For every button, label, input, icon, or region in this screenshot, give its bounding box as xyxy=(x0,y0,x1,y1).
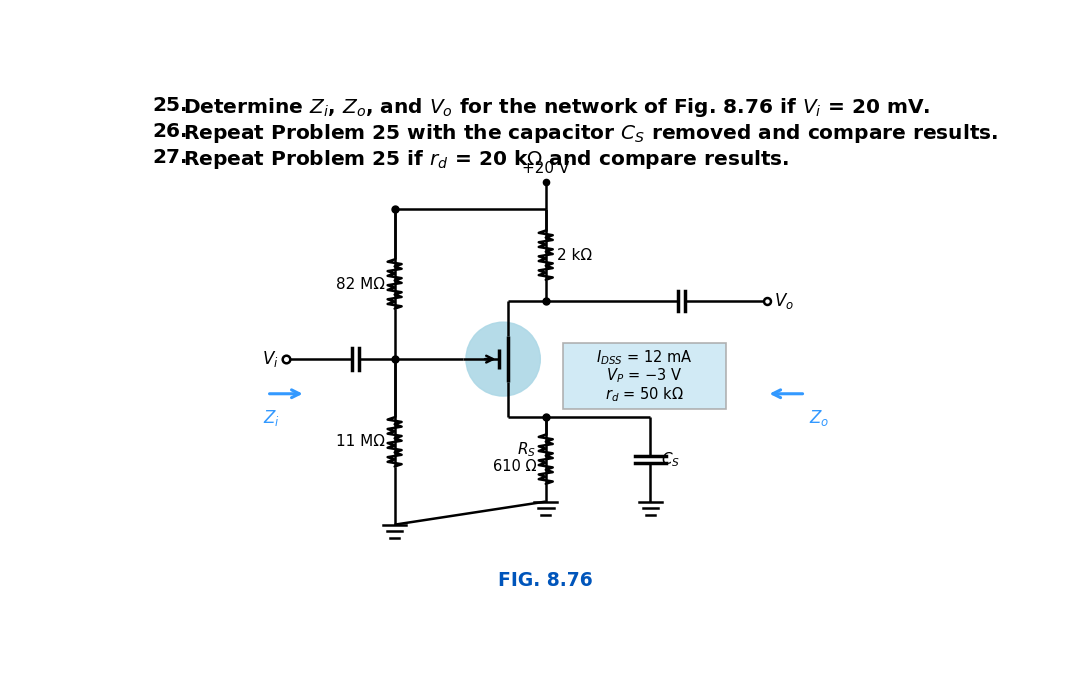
Text: 610 Ω: 610 Ω xyxy=(492,460,537,475)
Text: 82 MΩ: 82 MΩ xyxy=(336,276,386,291)
Text: $I_{DSS}$ = 12 mA: $I_{DSS}$ = 12 mA xyxy=(596,348,693,367)
Text: +20 V: +20 V xyxy=(522,161,569,176)
Text: $Z_o$: $Z_o$ xyxy=(809,408,829,428)
Text: $C_S$: $C_S$ xyxy=(661,450,680,469)
Text: FIG. 8.76: FIG. 8.76 xyxy=(498,571,593,590)
Text: 11 MΩ: 11 MΩ xyxy=(336,434,386,449)
Text: Repeat Problem 25 with the capacitor $C_S$ removed and compare results.: Repeat Problem 25 with the capacitor $C_… xyxy=(183,122,998,145)
Text: 25.: 25. xyxy=(152,96,188,115)
Text: 26.: 26. xyxy=(152,122,188,141)
Text: 2 kΩ: 2 kΩ xyxy=(556,247,592,263)
Text: $R_S$: $R_S$ xyxy=(517,441,537,460)
Text: $r_d$ = 50 k$\Omega$: $r_d$ = 50 k$\Omega$ xyxy=(605,385,684,404)
Text: Repeat Problem 25 if $r_d$ = 20 k$\Omega$ and compare results.: Repeat Problem 25 if $r_d$ = 20 k$\Omega… xyxy=(183,148,789,171)
FancyBboxPatch shape xyxy=(563,343,727,409)
Text: $Z_i$: $Z_i$ xyxy=(262,408,280,428)
Text: $V_o$: $V_o$ xyxy=(774,291,794,311)
Circle shape xyxy=(465,322,540,396)
Text: $V_i$: $V_i$ xyxy=(261,349,279,369)
Text: 27.: 27. xyxy=(152,148,188,167)
Text: Determine $Z_i$, $Z_o$, and $V_o$ for the network of Fig. 8.76 if $V_i$ = 20 mV.: Determine $Z_i$, $Z_o$, and $V_o$ for th… xyxy=(183,96,931,119)
Text: $V_P$ = $-$3 V: $V_P$ = $-$3 V xyxy=(607,367,683,385)
